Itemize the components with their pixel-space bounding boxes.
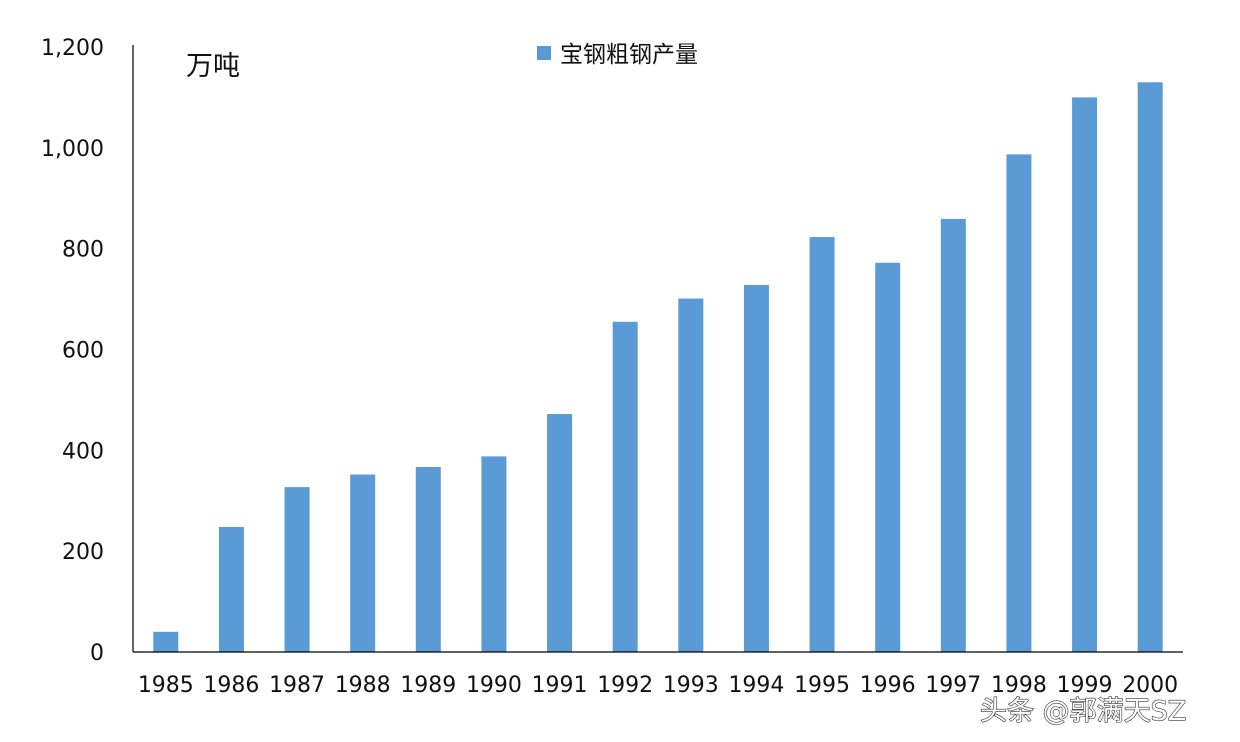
bar (743, 284, 769, 652)
x-tick-label: 1994 (728, 673, 784, 698)
x-tick-label: 1997 (925, 673, 981, 698)
bar (612, 321, 638, 652)
bar (284, 487, 310, 652)
y-tick-label: 1,000 (41, 137, 104, 162)
x-tick-label: 2000 (1122, 673, 1178, 698)
y-tick-label: 1,200 (41, 36, 104, 61)
x-tick-label: 1996 (860, 673, 916, 698)
x-tick-label: 1998 (991, 673, 1047, 698)
bar (415, 466, 441, 652)
bar (678, 298, 704, 652)
y-tick-label: 800 (62, 238, 104, 263)
y-tick-label: 200 (62, 540, 104, 565)
y-axis-ticks: 0 200 400 600 800 1,000 1,200 (41, 36, 104, 666)
x-tick-label: 1995 (794, 673, 850, 698)
x-tick-label: 1993 (663, 673, 719, 698)
x-tick-label: 1999 (1057, 673, 1113, 698)
watermark: 头条 @郭满天SZ (980, 696, 1186, 727)
bar (153, 631, 179, 652)
x-tick-label: 1988 (335, 673, 391, 698)
x-tick-label: 1991 (532, 673, 588, 698)
unit-label: 万吨 (186, 51, 240, 82)
bar (1006, 154, 1032, 652)
legend-swatch (537, 46, 551, 60)
y-tick-label: 0 (90, 641, 104, 666)
x-tick-label: 1992 (597, 673, 653, 698)
y-tick-label: 600 (62, 339, 104, 364)
legend: 宝钢粗钢产量 (537, 42, 698, 68)
x-tick-label: 1987 (269, 673, 325, 698)
x-tick-label: 1985 (138, 673, 194, 698)
legend-label: 宝钢粗钢产量 (560, 42, 698, 68)
x-tick-label: 1989 (400, 673, 456, 698)
bar (809, 237, 835, 652)
x-tick-label: 1990 (466, 673, 522, 698)
y-tick-label: 400 (62, 439, 104, 464)
bar (218, 526, 244, 652)
bar (875, 262, 901, 652)
bar (940, 218, 966, 652)
bar (481, 456, 507, 652)
bar (350, 474, 376, 652)
bar (547, 414, 573, 652)
x-tick-label: 1986 (203, 673, 259, 698)
bar (1072, 97, 1098, 652)
bar (1137, 82, 1163, 652)
x-axis-ticks: 1985 1986 1987 1988 1989 1990 1991 1992 1993 1994… (138, 673, 1178, 698)
bars (153, 82, 1163, 652)
